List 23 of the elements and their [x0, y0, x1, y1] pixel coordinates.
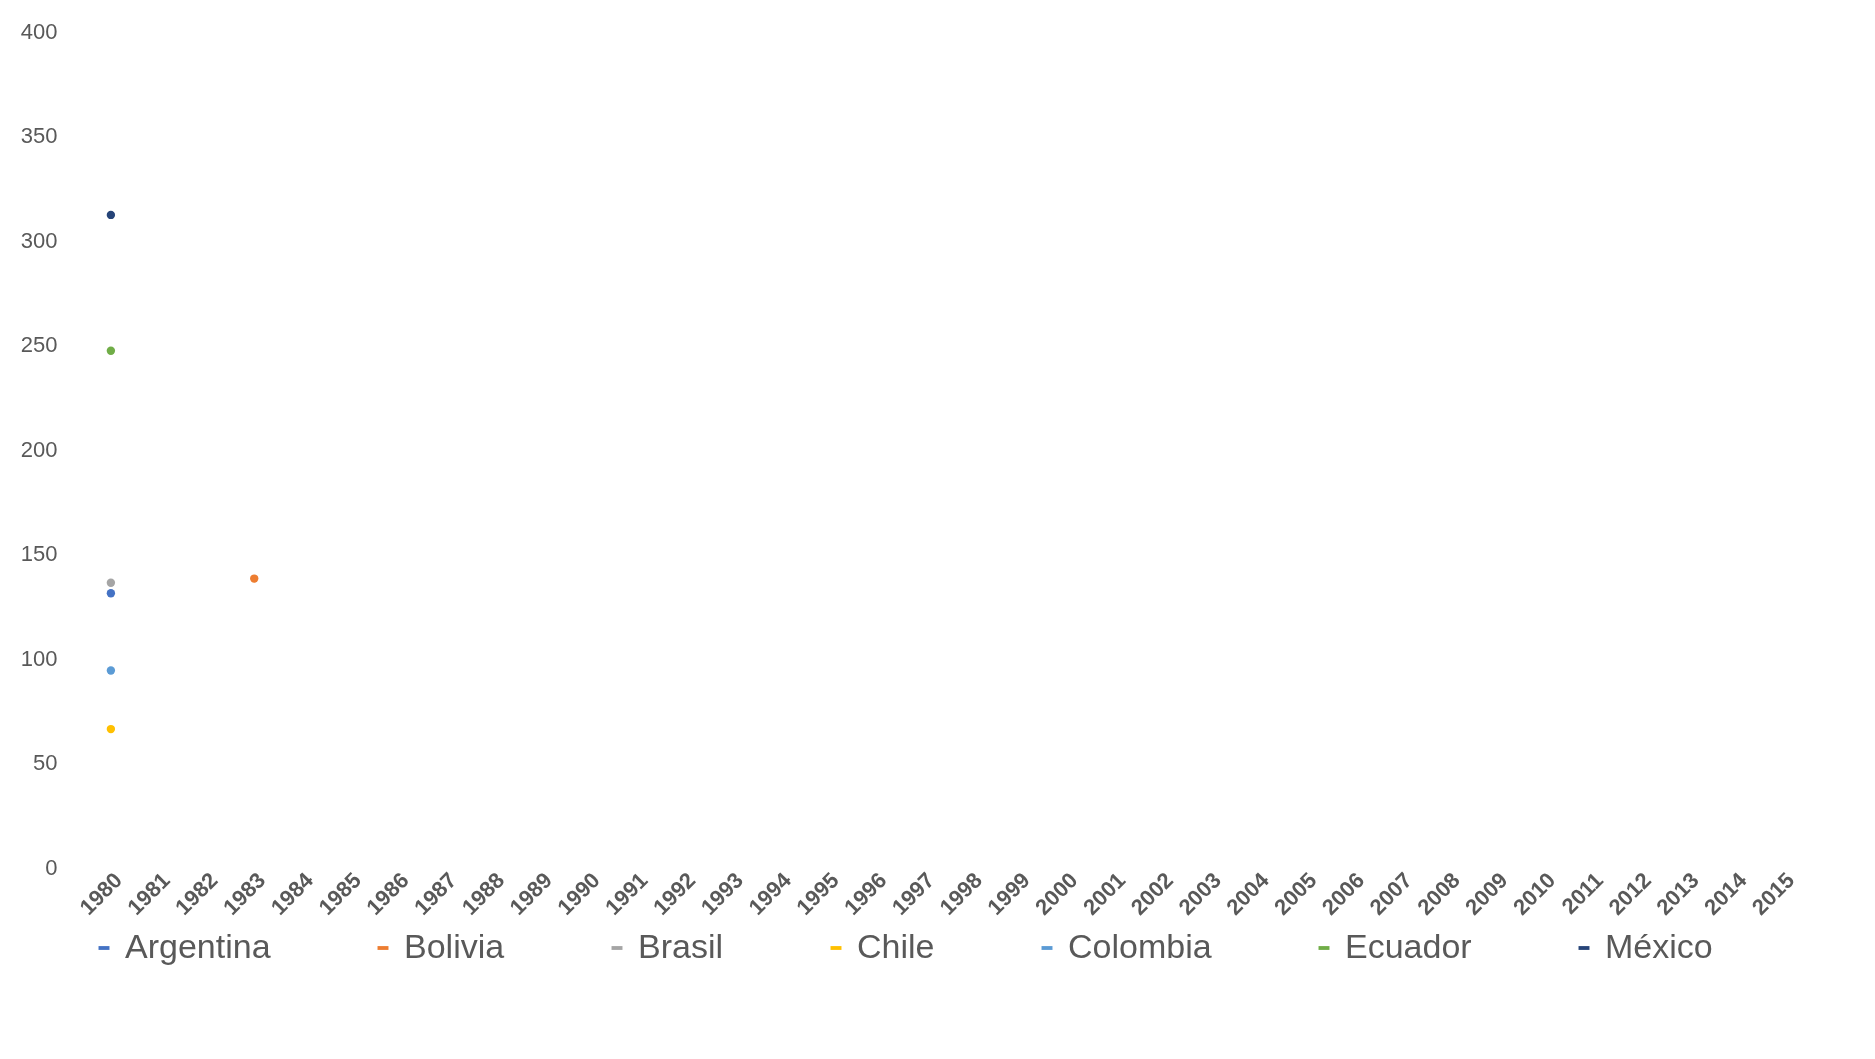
legend-label: Colombia [1068, 927, 1212, 965]
y-tick-label: 150 [20, 541, 58, 566]
point [106, 346, 116, 355]
y-tick-label: 0 [45, 854, 58, 880]
point [106, 578, 116, 587]
point [106, 724, 116, 734]
y-tick-label: 50 [33, 750, 58, 775]
y-tick-label: 300 [20, 227, 58, 253]
legend-label: Argentina [125, 927, 271, 965]
point [250, 574, 259, 583]
legend-label: México [1605, 927, 1713, 965]
y-tick-label: 350 [20, 123, 58, 148]
y-tick-label: 400 [20, 18, 58, 44]
legend-label: Bolivia [404, 927, 505, 965]
point [106, 589, 116, 598]
y-tick-label: 250 [20, 332, 58, 357]
point [106, 210, 116, 220]
y-tick-label: 100 [20, 645, 58, 671]
legend-label: Brasil [638, 927, 724, 965]
legend-label: Chile [857, 927, 935, 965]
point [106, 666, 116, 675]
legend-label: Ecuador [1345, 927, 1472, 965]
y-tick-label: 200 [20, 436, 58, 462]
